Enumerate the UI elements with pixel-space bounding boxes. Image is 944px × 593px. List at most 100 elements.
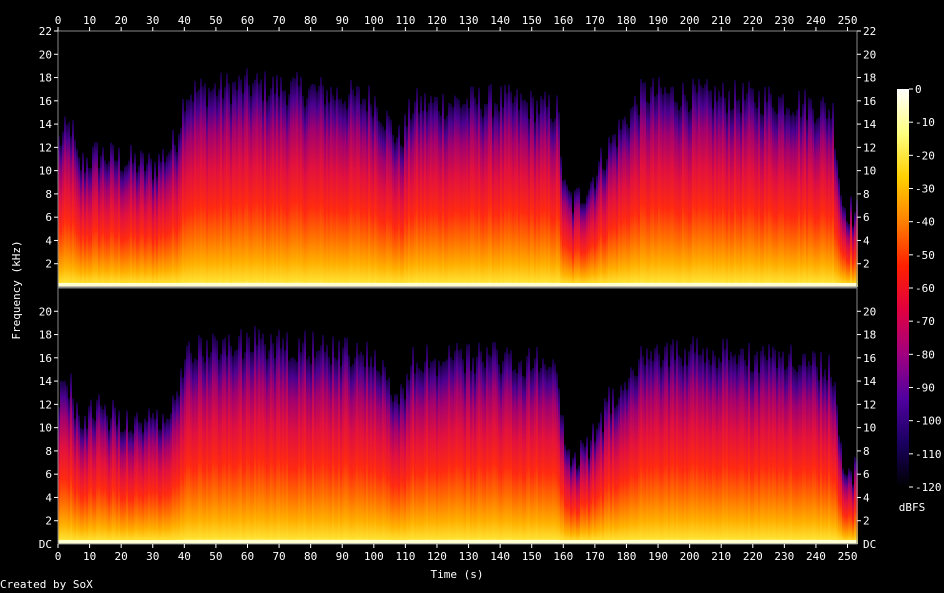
- spectrogram-column: [128, 431, 130, 544]
- spectrogram-column: [374, 96, 376, 287]
- spectrogram-column: [574, 452, 576, 544]
- spectrogram-column: [386, 110, 388, 287]
- spectrogram-column: [72, 120, 74, 288]
- spectrogram-column: [332, 336, 334, 544]
- spectrogram-column: [560, 414, 562, 544]
- spectrogram-column: [312, 83, 314, 287]
- spectrogram-column: [440, 365, 442, 544]
- spectrogram-column: [162, 413, 164, 544]
- spectrogram-column: [104, 160, 106, 287]
- spectrogram-column: [700, 85, 702, 287]
- spectrogram-column: [732, 356, 734, 544]
- spectrogram-column: [350, 366, 352, 544]
- spectrogram-column: [344, 100, 346, 287]
- spectrogram-column: [78, 157, 80, 287]
- spectrogram-column: [658, 354, 660, 544]
- spectrogram-column: [412, 113, 414, 287]
- spectrogram-column: [718, 90, 720, 288]
- x-tick-label-top: 170: [585, 14, 605, 27]
- spectrogram-column: [420, 369, 422, 544]
- spectrogram-column: [672, 339, 674, 544]
- spectrogram-column: [100, 155, 102, 287]
- x-tick-label-bottom: 50: [209, 550, 222, 563]
- spectrogram-column: [166, 418, 168, 544]
- x-tick-label-bottom: 200: [680, 550, 700, 563]
- spectrogram-column: [714, 86, 716, 288]
- spectrogram-column: [172, 395, 174, 544]
- spectrogram-column: [782, 351, 784, 544]
- x-tick-label-top: 90: [336, 14, 349, 27]
- spectrogram-column: [356, 85, 358, 287]
- spectrogram-column: [612, 134, 614, 287]
- spectrogram-column: [194, 80, 196, 287]
- x-axis-label: Time (s): [431, 568, 484, 581]
- y-tick-label-right: 8: [863, 445, 870, 458]
- spectrogram-column: [710, 364, 712, 544]
- spectrogram-column: [628, 377, 630, 544]
- spectrogram-column: [450, 357, 452, 544]
- spectrogram-column: [538, 371, 540, 544]
- spectrogram-column: [204, 362, 206, 544]
- spectrogram-column: [86, 428, 88, 544]
- spectrogram-column: [58, 136, 60, 287]
- colorbar-tick-label: -30: [915, 183, 935, 196]
- spectrogram-column: [614, 407, 616, 544]
- spectrogram-column: [380, 122, 382, 287]
- spectrogram-column: [578, 187, 580, 287]
- spectrogram-column: [746, 365, 748, 544]
- spectrogram-column: [242, 93, 244, 287]
- x-tick-label-top: 240: [806, 14, 826, 27]
- spectrogram-column: [550, 118, 552, 287]
- spectrogram-column: [90, 399, 92, 544]
- x-tick-label-top: 160: [553, 14, 573, 27]
- spectrogram-column: [476, 104, 478, 287]
- spectrogram-column: [208, 87, 210, 287]
- spectrogram-column: [250, 351, 252, 544]
- spectrogram-column: [114, 407, 116, 544]
- spectrogram-column: [616, 146, 618, 287]
- spectrogram-column: [832, 102, 834, 288]
- spectrogram-column: [592, 423, 594, 544]
- colorbar-strip: [897, 89, 909, 487]
- spectrogram-column: [680, 357, 682, 544]
- spectrogram-column: [730, 110, 732, 287]
- spectrogram-column: [350, 79, 352, 288]
- y-axis-label: Frequency (kHz): [10, 240, 23, 339]
- spectrogram-column: [388, 116, 390, 288]
- spectrogram-column: [402, 146, 404, 287]
- spectrogram-column: [484, 367, 486, 544]
- y-tick-label-right: 14: [863, 375, 877, 388]
- spectrogram-column: [320, 77, 322, 287]
- spectrogram-column: [118, 147, 120, 287]
- spectrogram-column: [656, 344, 658, 544]
- spectrogram-column: [266, 100, 268, 287]
- spectrogram-column: [590, 440, 592, 544]
- spectrogram-column: [370, 104, 372, 287]
- spectrogram-column: [850, 196, 852, 287]
- spectrogram-column: [688, 111, 690, 288]
- spectrogram-column: [760, 350, 762, 544]
- x-tick-label-bottom: 30: [146, 550, 159, 563]
- spectrogram-column: [834, 381, 836, 544]
- spectrogram-column: [300, 352, 302, 544]
- spectrogram-column: [550, 367, 552, 544]
- spectrogram-column: [570, 192, 572, 287]
- spectrogram-column: [496, 349, 498, 544]
- spectrogram-column: [324, 351, 326, 544]
- spectrogram-column: [764, 86, 766, 288]
- spectrogram-column: [474, 373, 476, 544]
- spectrogram-column: [558, 388, 560, 544]
- x-tick-label-bottom: 10: [83, 550, 96, 563]
- spectrogram-column: [168, 152, 170, 287]
- spectrogram-column: [252, 83, 254, 287]
- spectrogram-column: [472, 357, 474, 544]
- spectrogram-column: [332, 95, 334, 287]
- x-tick-label-top: 100: [364, 14, 384, 27]
- spectrogram-column: [458, 99, 460, 288]
- spectrogram-column: [184, 359, 186, 544]
- spectrogram-column: [466, 344, 468, 544]
- spectrogram-column: [448, 345, 450, 544]
- x-tick-label-bottom: 60: [241, 550, 254, 563]
- spectrogram-column: [154, 161, 156, 287]
- spectrogram-column: [262, 100, 264, 288]
